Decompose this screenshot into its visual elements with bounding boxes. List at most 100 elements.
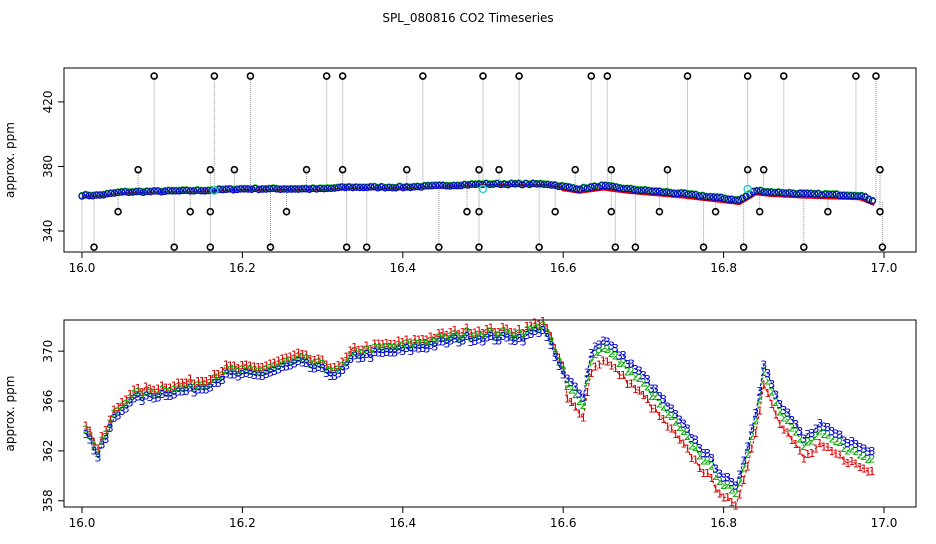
- series-3-marker: 3: [423, 342, 430, 355]
- series-3-point: [334, 184, 342, 192]
- series-3-marker: 3: [740, 454, 747, 467]
- series-2-marker: 2: [764, 375, 771, 388]
- series-2-marker: 2: [588, 354, 595, 367]
- series-2-marker: 2: [644, 381, 651, 394]
- outlier-point: [739, 243, 748, 251]
- series-2-marker: 2: [532, 321, 539, 334]
- series-3-marker: 3: [195, 384, 202, 397]
- series-2-marker: 2: [492, 330, 499, 343]
- series-3-marker: 3: [764, 367, 771, 380]
- series-3-point: [854, 192, 862, 200]
- series-3-point: [767, 188, 775, 196]
- series-3-line: [85, 329, 873, 487]
- series-3-point: [569, 184, 577, 192]
- series-1-marker: 1: [247, 359, 254, 372]
- series-3-point: [395, 183, 404, 191]
- outlier-point: [872, 72, 880, 80]
- series-2-marker: 2: [471, 331, 478, 344]
- series-3-marker: 3: [111, 412, 118, 425]
- series-3-point: [229, 186, 238, 194]
- series-2-marker: 2: [696, 450, 703, 463]
- series-3-point: [457, 182, 465, 190]
- series-2-marker: 2: [600, 342, 607, 355]
- series-3-marker: 3: [852, 438, 859, 451]
- series-2-marker: 2: [475, 329, 482, 342]
- series-3-point: [789, 189, 797, 198]
- series-3-marker: 3: [692, 434, 699, 447]
- series-1-marker: 1: [399, 336, 406, 349]
- series-3-marker: 3: [259, 370, 266, 383]
- series-3-marker: 3: [680, 417, 687, 430]
- series-2-marker: 2: [536, 323, 543, 336]
- series-3-marker: 3: [451, 333, 458, 346]
- series-2-marker: 2: [652, 390, 659, 403]
- series-2-marker: 2: [720, 479, 727, 492]
- outlier-point: [587, 72, 596, 80]
- series-1-marker: 1: [832, 448, 839, 461]
- series-3-point: [486, 180, 494, 189]
- series-3-point: [551, 181, 559, 189]
- series-1-marker: 1: [684, 443, 691, 456]
- outlier-point: [607, 207, 616, 216]
- series-3-marker: 3: [303, 357, 310, 370]
- series-3-marker: 3: [283, 360, 290, 373]
- series-3-marker: 3: [612, 342, 619, 355]
- series-2-marker: 2: [155, 387, 162, 400]
- series-3-point: [572, 185, 581, 193]
- series-3-point: [244, 185, 252, 193]
- series-3-point: [193, 186, 202, 194]
- series-2-marker: 2: [399, 340, 406, 353]
- outlier-point: [876, 165, 884, 174]
- series-3-point: [161, 187, 169, 196]
- series-3-point: [681, 189, 689, 197]
- series-1-marker: 1: [335, 359, 342, 372]
- series-1-marker: 1: [744, 460, 751, 473]
- series-3-point: [688, 190, 696, 198]
- cyan-point: [478, 184, 488, 194]
- series-3-marker: 3: [604, 336, 611, 349]
- series-3-marker: 3: [295, 355, 302, 368]
- series-2-marker: 2: [427, 335, 434, 348]
- series-1-marker: 1: [379, 338, 386, 351]
- series-3-marker: 3: [279, 361, 286, 374]
- series-3-marker: 3: [780, 404, 787, 417]
- series-2-marker: 2: [99, 434, 106, 447]
- series-3-point: [172, 187, 180, 195]
- series-3-marker: 3: [311, 363, 318, 376]
- x-tick-label: 16.6: [550, 261, 577, 275]
- series-3-point: [320, 185, 328, 193]
- series-3-marker: 3: [652, 382, 659, 395]
- outlier-point: [206, 165, 215, 174]
- series-3-point: [720, 195, 729, 203]
- series-3-point: [435, 181, 443, 190]
- series-3-marker: 3: [636, 365, 643, 378]
- series-3-point: [125, 188, 133, 197]
- series-2-marker: 2: [800, 440, 807, 453]
- series-3-point: [857, 192, 866, 200]
- series-3-marker: 3: [419, 342, 426, 355]
- series-1-marker: 1: [119, 396, 126, 409]
- series-1-marker: 1: [455, 328, 462, 341]
- series-1-marker: 1: [291, 349, 298, 362]
- series-2-marker: 2: [852, 445, 859, 458]
- series-3-point: [547, 181, 555, 189]
- series-3-marker: 3: [187, 381, 194, 394]
- series-3-marker: 3: [411, 342, 418, 355]
- series-3-marker: 3: [399, 345, 406, 358]
- series-3-marker: 3: [572, 381, 579, 394]
- series-2-marker: 2: [127, 392, 134, 405]
- series-3-point: [345, 183, 353, 191]
- outlier-point: [338, 72, 347, 80]
- series-1-marker: 1: [91, 436, 98, 449]
- series-3-point: [132, 188, 140, 196]
- series-2-marker: 2: [712, 470, 719, 483]
- series-3-marker: 3: [776, 398, 783, 411]
- series-3-point: [670, 189, 678, 198]
- series-2-marker: 2: [664, 408, 671, 421]
- series-2-marker: 2: [255, 365, 262, 378]
- series-2-marker: 2: [632, 371, 639, 384]
- series-1-marker: 1: [768, 398, 775, 411]
- series-3-point: [327, 184, 335, 193]
- series-2-marker: 2: [812, 430, 819, 443]
- series-3-point: [771, 189, 779, 197]
